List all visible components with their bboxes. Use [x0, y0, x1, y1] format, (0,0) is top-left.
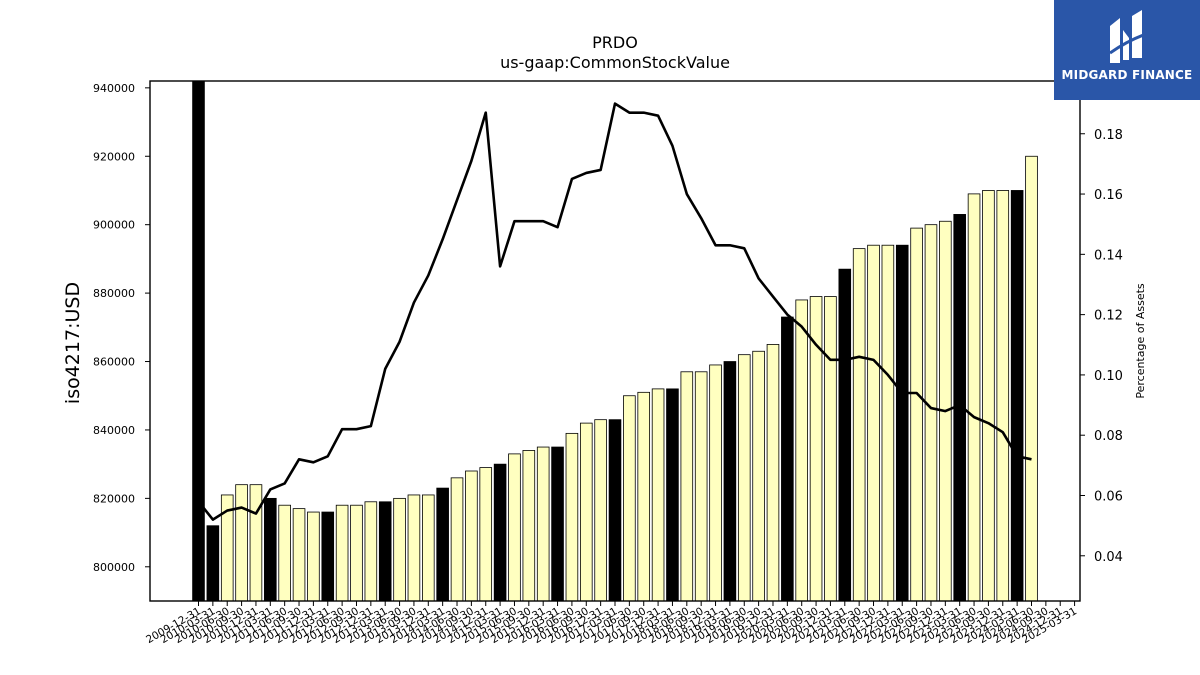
bar: [393, 497, 406, 602]
bar: [867, 244, 880, 602]
y-tick-label: 840000: [93, 424, 135, 437]
bar: [378, 501, 392, 602]
bar: [508, 453, 521, 602]
bar: [551, 446, 564, 602]
bar: [967, 193, 981, 602]
bar: [264, 497, 277, 602]
bars-layer: [192, 80, 1038, 602]
bar: [421, 494, 435, 602]
bar: [436, 487, 449, 602]
y-axis-label: iso4217:USD: [62, 282, 84, 404]
midgard-finance-logo: MIDGARD FINANCE: [1054, 0, 1200, 100]
bar: [795, 299, 809, 602]
bar: [465, 470, 478, 602]
bar: [709, 364, 722, 602]
bar: [479, 467, 493, 602]
y-axis-left: 800000 820000 840000 860000 880000 900000 9200…: [93, 82, 150, 574]
bar: [235, 484, 248, 602]
bar: [637, 391, 651, 602]
series-line: [197, 102, 1032, 521]
y-tick-label: 900000: [93, 219, 135, 232]
bar: [407, 494, 421, 602]
bar: [881, 244, 895, 602]
bar: [192, 80, 205, 602]
bar: [752, 350, 765, 602]
bar: [694, 371, 708, 602]
bar: [982, 190, 995, 602]
bar: [838, 268, 852, 602]
y2-tick-label: 0.16: [1094, 188, 1123, 203]
bar: [321, 511, 335, 602]
y2-tick-label: 0.06: [1094, 489, 1123, 504]
bar: [450, 477, 464, 602]
y2-tick-label: 0.14: [1094, 248, 1123, 263]
bar: [924, 224, 938, 602]
bar: [723, 361, 737, 602]
bar: [737, 354, 751, 602]
bar: [809, 296, 823, 602]
bar: [766, 344, 780, 602]
bar: [594, 419, 607, 602]
y2-tick-label: 0.18: [1094, 128, 1123, 143]
bar: [536, 446, 550, 602]
y2-tick-label: 0.12: [1094, 309, 1123, 324]
line-layer: [197, 102, 1032, 521]
bar: [824, 296, 837, 602]
bar: [278, 504, 291, 602]
bar: [666, 388, 679, 602]
bar: [335, 504, 349, 602]
logo-text: MIDGARD FINANCE: [1061, 68, 1193, 82]
bar: [579, 422, 593, 602]
y2-tick-label: 0.10: [1094, 369, 1123, 384]
chart-title: PRDO: [592, 33, 638, 52]
bar: [307, 511, 320, 602]
bar: [292, 508, 306, 602]
bar: [206, 525, 220, 602]
bar: [522, 450, 536, 602]
bar: [364, 501, 378, 602]
bar: [895, 244, 909, 602]
y-tick-label: 880000: [93, 287, 135, 300]
y-tick-label: 940000: [93, 82, 135, 95]
y-tick-label: 820000: [93, 492, 135, 505]
y-tick-label: 800000: [93, 561, 135, 574]
bar: [1025, 155, 1038, 602]
chart-subtitle: us-gaap:CommonStockValue: [500, 53, 730, 72]
y-axis-right: 0.04 0.06 0.08 0.10 0.12 0.14 0.16 0.18: [1080, 128, 1123, 565]
y2-tick-label: 0.08: [1094, 429, 1123, 444]
bar: [651, 388, 665, 602]
logo-mark-icon: [1109, 10, 1147, 63]
y2-tick-label: 0.04: [1094, 550, 1123, 565]
bar: [350, 504, 363, 602]
bar: [1010, 190, 1024, 602]
x-axis: 2009-12-312010-03-312010-06-302010-09-30…: [144, 601, 1079, 646]
y2-axis-label: Percentage of Assets: [1134, 283, 1147, 399]
bar: [623, 395, 636, 602]
bar: [249, 484, 263, 602]
bar: [910, 227, 923, 602]
bar: [565, 432, 579, 602]
bar: [996, 190, 1010, 602]
bar: [493, 463, 507, 602]
bar: [680, 371, 694, 602]
y-tick-label: 920000: [93, 150, 135, 163]
bar: [852, 248, 866, 602]
bar: [608, 419, 622, 602]
y-tick-label: 860000: [93, 356, 135, 369]
bar: [781, 316, 794, 602]
